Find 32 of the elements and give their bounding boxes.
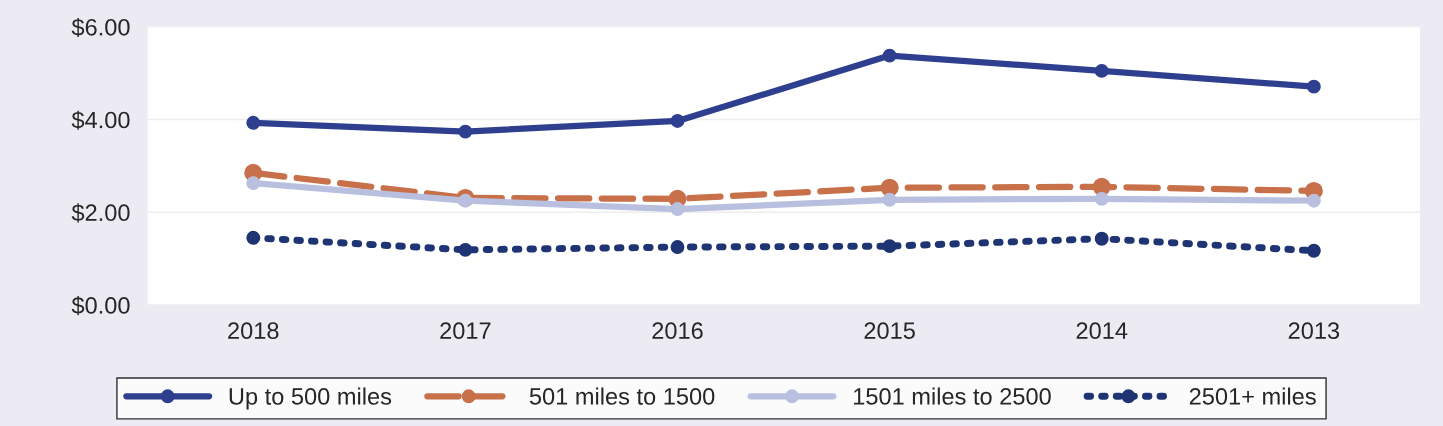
y-tick-label: $6.00 [71, 17, 130, 38]
point [1094, 63, 1109, 78]
point [246, 176, 261, 191]
point [670, 240, 685, 255]
point [458, 242, 473, 257]
point [246, 115, 261, 130]
point [882, 192, 897, 207]
legend-label: 1501 miles to 2500 [854, 387, 1051, 405]
x-tick-label: 2016 [652, 322, 703, 340]
legend-label: 2501+ miles [1189, 387, 1316, 405]
y-tick-label: $2.00 [71, 203, 130, 223]
x-tick-label: 2017 [440, 322, 491, 340]
point [670, 114, 685, 128]
point [670, 202, 685, 216]
point [1306, 193, 1321, 208]
point [1306, 243, 1321, 258]
x-tick-label: 2018 [228, 322, 279, 340]
x-tick-label: 2015 [864, 322, 915, 340]
point [458, 193, 473, 208]
point [882, 239, 897, 254]
point [1094, 231, 1109, 246]
y-tick-label: $4.00 [71, 110, 130, 130]
y-tick-label: $0.00 [71, 296, 130, 316]
point [1094, 191, 1109, 206]
point [882, 48, 897, 63]
legend-label: Up to 500 miles [229, 387, 392, 410]
point [246, 230, 261, 245]
x-tick-label: 2013 [1288, 322, 1340, 340]
point [458, 124, 473, 139]
x-tick-label: 2014 [1076, 322, 1128, 340]
legend-label: 501 miles to 1500 [529, 387, 715, 405]
point [1306, 79, 1321, 94]
